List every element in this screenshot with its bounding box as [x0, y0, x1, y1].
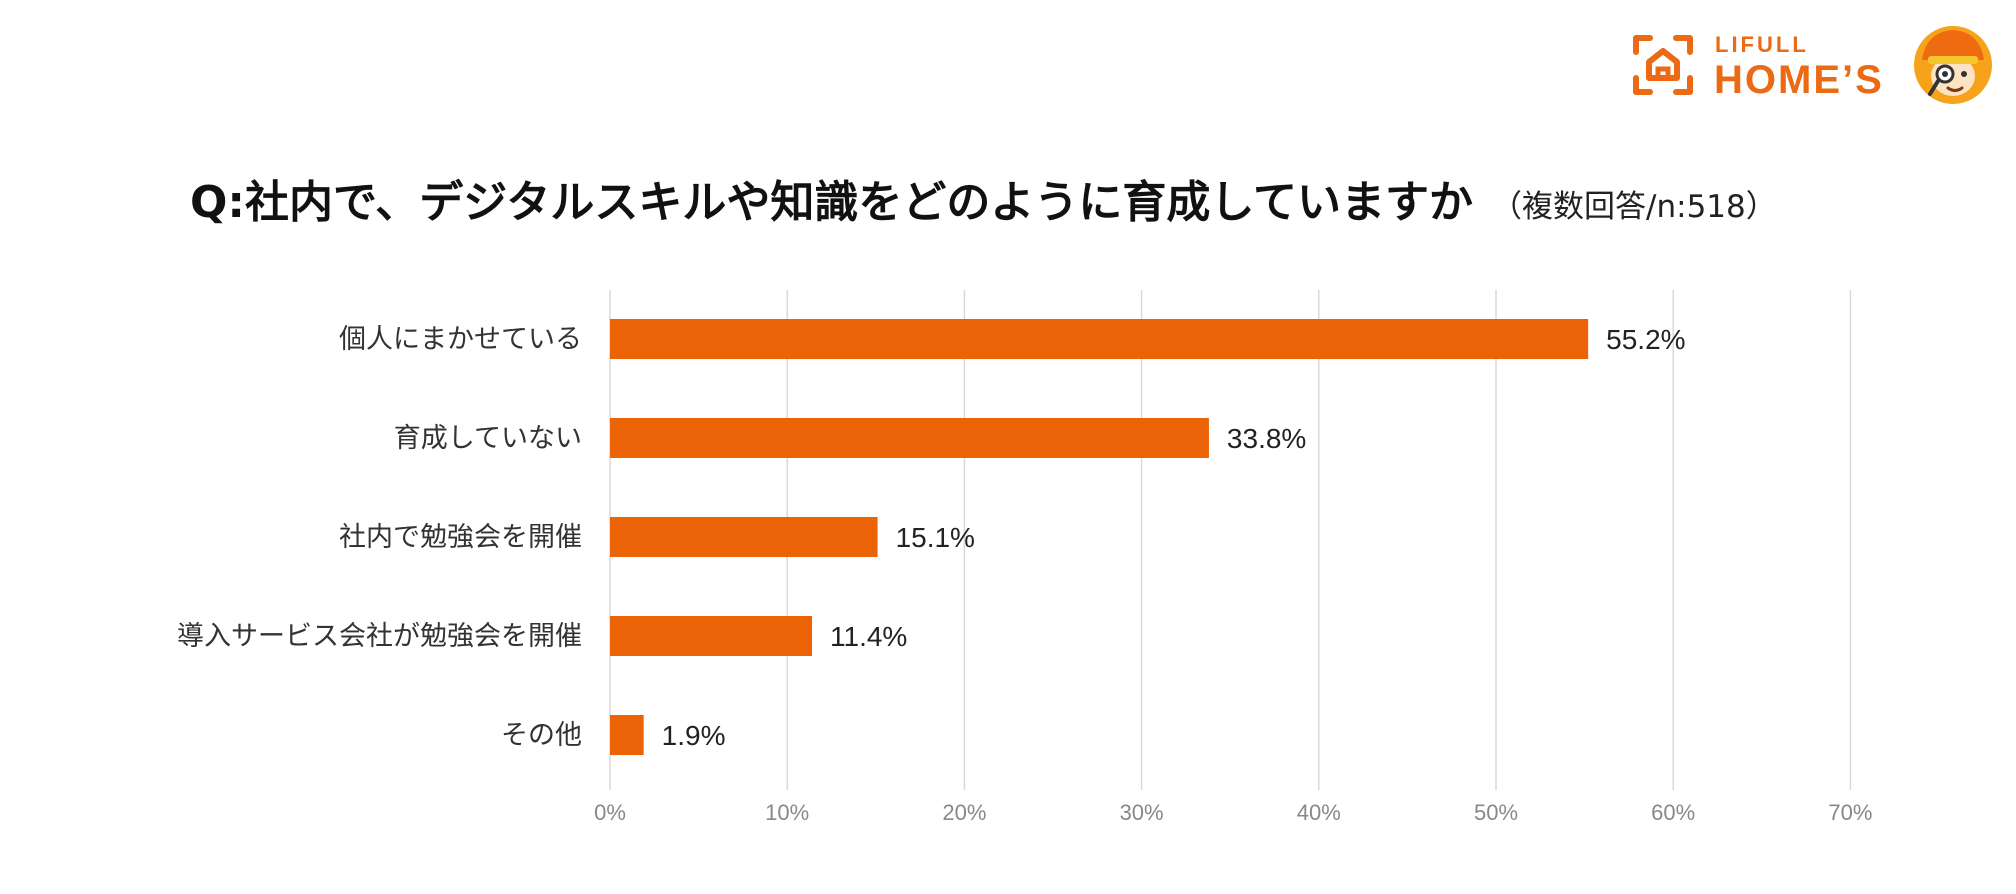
bar [610, 616, 813, 656]
x-tick-label: 30% [1120, 800, 1164, 825]
x-tick-label: 10% [765, 800, 809, 825]
chart-subtitle: （複数回答/n:518） [1491, 189, 1777, 225]
bar [610, 517, 878, 557]
bar [610, 418, 1209, 458]
x-tick-label: 40% [1297, 800, 1341, 825]
house-icon [1633, 35, 1693, 95]
x-tick-label: 50% [1474, 800, 1518, 825]
category-label: 育成していない [394, 423, 582, 454]
x-tick-label: 60% [1651, 800, 1695, 825]
bar [610, 319, 1589, 359]
category-label: 社内で勉強会を開催 [339, 522, 582, 553]
chart-title-row: Q:社内で、デジタルスキルや知識をどのように育成していますか （複数回答/n:5… [190, 166, 1777, 230]
data-label: 11.4% [830, 621, 907, 652]
data-label: 33.8% [1227, 423, 1306, 454]
data-label: 1.9% [662, 720, 726, 751]
category-label: その他 [501, 720, 582, 751]
x-tick-label: 20% [942, 800, 986, 825]
mascot-icon [1914, 26, 1992, 104]
chart-title: Q:社内で、デジタルスキルや知識をどのように育成していますか [190, 177, 1474, 228]
x-tick-label: 70% [1828, 800, 1872, 825]
x-tick-label: 0% [594, 800, 626, 825]
data-label: 55.2% [1606, 324, 1685, 355]
data-label: 15.1% [896, 522, 975, 553]
bar [610, 715, 644, 755]
category-label: 導入サービス会社が勉強会を開催 [177, 621, 582, 652]
brand-logo: LIFULL HOME’S [1632, 22, 2002, 112]
brand-name-small: LIFULL [1715, 32, 1809, 57]
category-label: 個人にまかせている [339, 324, 582, 355]
brand-name-large: HOME’S [1714, 58, 1884, 102]
